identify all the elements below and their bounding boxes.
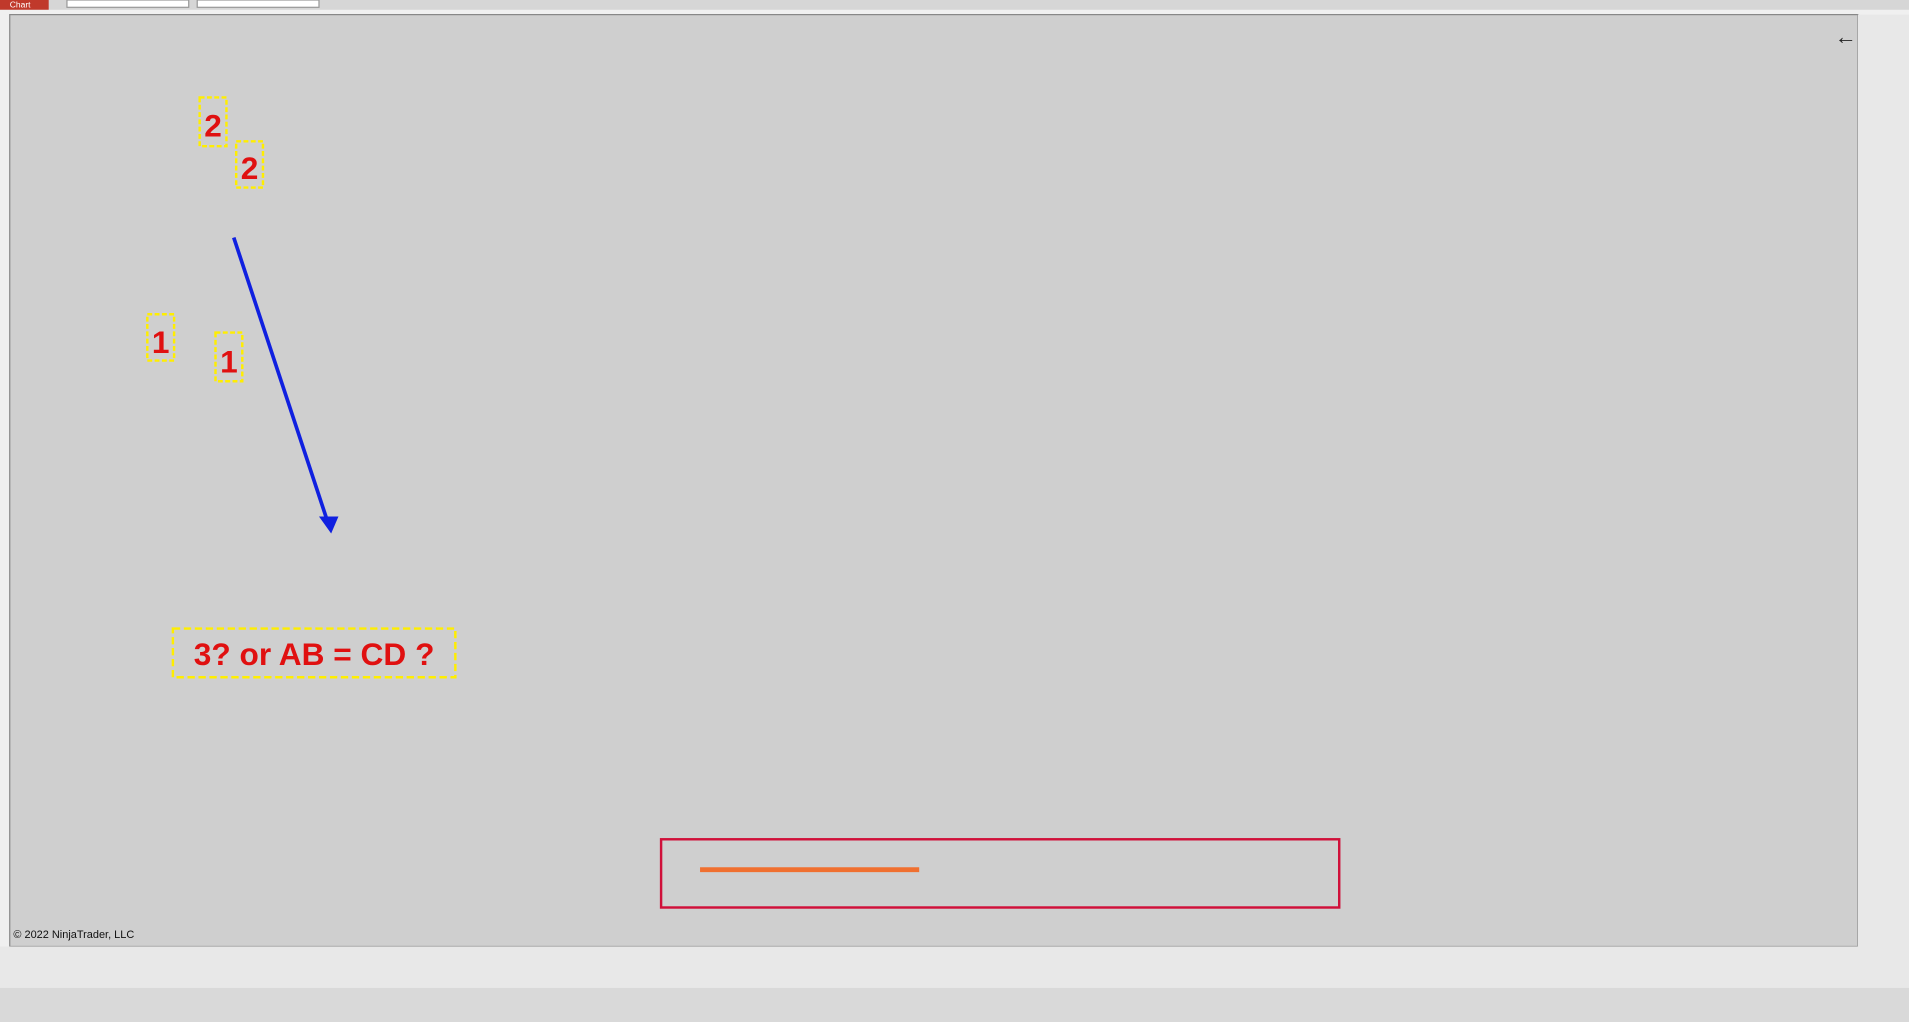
label-box [214, 331, 244, 383]
instrument-box[interactable] [66, 0, 190, 8]
time-axis [0, 946, 1909, 988]
tab-bar [0, 987, 1909, 1022]
label-box [198, 96, 228, 148]
toolbar [0, 0, 1909, 10]
question-label: 3? or AB = CD ? [194, 636, 435, 672]
arrow-head [318, 516, 339, 534]
wave-label: 1 [152, 324, 170, 360]
chart-button[interactable] [0, 0, 49, 10]
blue-arrow [232, 236, 329, 519]
wave-label: 1 [220, 344, 238, 380]
back-arrow[interactable]: ← [1835, 24, 1857, 49]
price-axis [1857, 14, 1909, 947]
plot-area [9, 14, 1859, 948]
label-box [171, 627, 457, 679]
wave-label: 2 [241, 150, 259, 186]
annotations: 1 1 2 2 3? or AB = CD ? [146, 96, 457, 679]
chart-button-label: Chart [10, 0, 31, 9]
copyright: © 2022 NinjaTrader, LLC [13, 929, 134, 941]
highlight-box [659, 838, 1341, 909]
wave-label: 2 [204, 107, 222, 143]
interval-box[interactable] [196, 0, 320, 8]
